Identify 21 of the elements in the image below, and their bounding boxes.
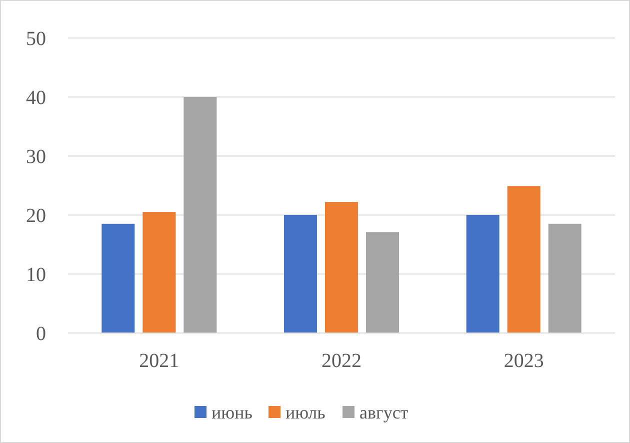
legend-label: июнь bbox=[212, 402, 252, 422]
bar bbox=[325, 202, 358, 333]
y-tick-label: 40 bbox=[26, 87, 46, 109]
bar bbox=[102, 224, 135, 333]
legend-label: август bbox=[360, 402, 408, 422]
bar bbox=[507, 186, 540, 333]
bar bbox=[142, 212, 176, 333]
y-tick-label: 10 bbox=[26, 264, 46, 286]
x-tick-label: 2022 bbox=[322, 350, 362, 372]
x-tick-label: 2021 bbox=[139, 350, 180, 372]
bar bbox=[548, 224, 582, 333]
y-tick-label: 20 bbox=[26, 205, 46, 227]
y-tick-label: 50 bbox=[26, 28, 46, 50]
bar bbox=[184, 97, 217, 333]
y-tick-label: 0 bbox=[36, 323, 46, 345]
legend-label: июль bbox=[286, 402, 326, 422]
bar bbox=[284, 215, 317, 333]
bar bbox=[466, 215, 500, 333]
bar bbox=[366, 232, 399, 333]
y-tick-label: 30 bbox=[26, 146, 46, 168]
x-tick-label: 2023 bbox=[504, 350, 544, 372]
